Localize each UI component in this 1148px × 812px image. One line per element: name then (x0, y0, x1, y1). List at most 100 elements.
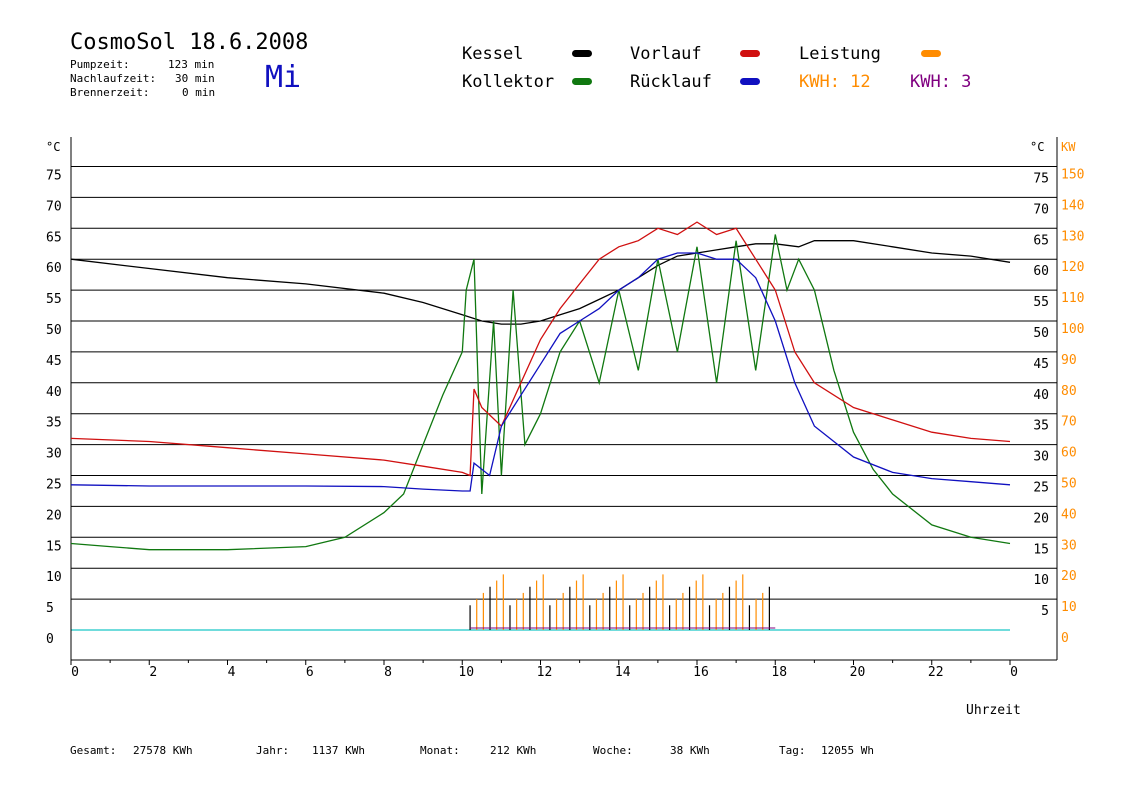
y-tick-label-right-kw: 110 (1061, 291, 1084, 306)
y-tick-label-right-kw: 150 (1061, 168, 1084, 183)
chart-grid (71, 166, 1057, 631)
legend-vorlauf-swatch (740, 50, 760, 57)
stat-nachlaufzeit-label: Nachlaufzeit: (70, 72, 157, 85)
stat-brennerzeit-label: Brennerzeit: (70, 86, 150, 99)
y-tick-label-left: 40 (46, 385, 62, 400)
y-tick-label-left: 50 (46, 323, 62, 338)
y-tick-label-left: 15 (46, 539, 62, 554)
footer-woche-label: Woche: (593, 744, 633, 757)
y-tick-label-right-c: 50 (1033, 326, 1049, 341)
y-tick-label-right-kw: 40 (1061, 507, 1077, 522)
y-tick-label-right-c: 10 (1033, 573, 1049, 588)
x-tick-label: 12 (537, 665, 553, 680)
footer-monat-label: Monat: (420, 744, 460, 757)
legend-kessel: Kessel (462, 44, 524, 64)
x-tick-label: 20 (850, 665, 866, 680)
y-axis-label-right-kw: KW (1061, 140, 1076, 154)
legend-kwh-purple: KWH: 3 (910, 72, 972, 92)
y-tick-label-right-c: 5 (1041, 604, 1049, 619)
x-axis-label: Uhrzeit (966, 703, 1021, 718)
y-tick-label-left: 70 (46, 199, 62, 214)
y-tick-label-left: 60 (46, 261, 62, 276)
y-tick-label-right-kw: 90 (1061, 353, 1077, 368)
y-tick-label-right-c: 60 (1033, 264, 1049, 279)
legend-kwh-orange: KWH: 12 (799, 72, 871, 92)
y-tick-label-right-c: 75 (1033, 172, 1049, 187)
y-tick-label-right-kw: 10 (1061, 600, 1077, 615)
y-tick-label-right-kw: 70 (1061, 415, 1077, 430)
footer-monat-value: 212 KWh (490, 744, 537, 757)
chart-ticks: 0510152025303540455055606570755101520253… (46, 168, 1084, 681)
series-kessel-line (70, 240, 1011, 325)
y-tick-label-right-kw: 20 (1061, 569, 1077, 584)
footer-jahr-label: Jahr: (256, 744, 290, 757)
y-tick-label-left: 5 (46, 601, 54, 616)
chart-axes (70, 137, 1058, 661)
footer-woche-value: 38 KWh (670, 744, 710, 757)
footer-jahr-value: 1137 KWh (312, 744, 365, 757)
y-tick-label-left: 65 (46, 230, 62, 245)
y-tick-label-right-c: 15 (1033, 542, 1049, 557)
y-tick-label-right-kw: 120 (1061, 260, 1084, 275)
x-tick-label: 0 (1010, 665, 1018, 680)
y-tick-label-right-kw: 100 (1061, 322, 1084, 337)
y-axis-label-left: °C (46, 140, 60, 154)
chart-title: CosmoSol 18.6.2008 (70, 30, 309, 55)
x-tick-label: 16 (693, 665, 709, 680)
stat-pumpzeit-value: 123 min (168, 58, 215, 71)
footer-gesamt-value: 27578 KWh (133, 744, 193, 757)
y-tick-label-right-kw: 50 (1061, 477, 1077, 492)
series-vorlauf-line (70, 221, 1011, 477)
y-tick-label-right-kw: 130 (1061, 229, 1084, 244)
y-tick-label-right-c: 25 (1033, 481, 1049, 496)
y-tick-label-right-c: 40 (1033, 388, 1049, 403)
legend-kollektor-swatch (572, 78, 592, 85)
x-tick-label: 22 (928, 665, 944, 680)
stat-brennerzeit-value: 0 min (182, 86, 216, 99)
y-tick-label-right-c: 70 (1033, 202, 1049, 217)
legend-ruecklauf-swatch (740, 78, 760, 85)
series-ruecklauf-line (70, 252, 1011, 492)
legend-vorlauf: Vorlauf (630, 44, 702, 64)
y-tick-label-right-kw: 30 (1061, 538, 1077, 553)
y-tick-label-left: 10 (46, 570, 62, 585)
y-tick-label-right-c: 45 (1033, 357, 1049, 372)
legend-ruecklauf: Rücklauf (630, 72, 712, 92)
stat-pumpzeit-label: Pumpzeit: (70, 58, 130, 71)
series-kollektor-line (70, 234, 1011, 551)
y-tick-label-right-c: 30 (1033, 450, 1049, 465)
y-tick-label-right-c: 20 (1033, 511, 1049, 526)
x-tick-label: 2 (149, 665, 157, 680)
y-tick-label-left: 20 (46, 508, 62, 523)
stat-nachlaufzeit-value: 30 min (175, 72, 215, 85)
y-tick-label-left: 55 (46, 292, 62, 307)
y-tick-label-right-kw: 0 (1061, 631, 1069, 646)
y-tick-label-left: 45 (46, 354, 62, 369)
x-tick-label: 14 (615, 665, 631, 680)
x-tick-label: 6 (306, 665, 314, 680)
y-tick-label-left: 75 (46, 169, 62, 184)
y-tick-label-left: 0 (46, 632, 54, 647)
legend-leistung: Leistung (799, 44, 881, 64)
y-axis-label-right-c: °C (1030, 140, 1044, 154)
x-tick-label: 10 (458, 665, 474, 680)
x-tick-label: 18 (771, 665, 787, 680)
y-tick-label-right-c: 55 (1033, 295, 1049, 310)
legend-kessel-swatch (572, 50, 592, 57)
y-tick-label-right-c: 35 (1033, 419, 1049, 434)
footer-tag-label: Tag: (779, 744, 806, 757)
chart-series (70, 221, 1011, 630)
weekday-label: Mi (265, 60, 302, 95)
y-tick-label-left: 25 (46, 478, 62, 493)
legend-leistung-swatch (921, 50, 941, 57)
y-tick-label-right-kw: 80 (1061, 384, 1077, 399)
y-tick-label-right-c: 65 (1033, 233, 1049, 248)
y-tick-label-right-kw: 60 (1061, 446, 1077, 461)
x-tick-label: 4 (228, 665, 236, 680)
x-tick-label: 8 (384, 665, 392, 680)
y-tick-label-left: 30 (46, 447, 62, 462)
x-tick-label: 0 (71, 665, 79, 680)
footer-tag-value: 12055 Wh (821, 744, 874, 757)
y-tick-label-left: 35 (46, 416, 62, 431)
